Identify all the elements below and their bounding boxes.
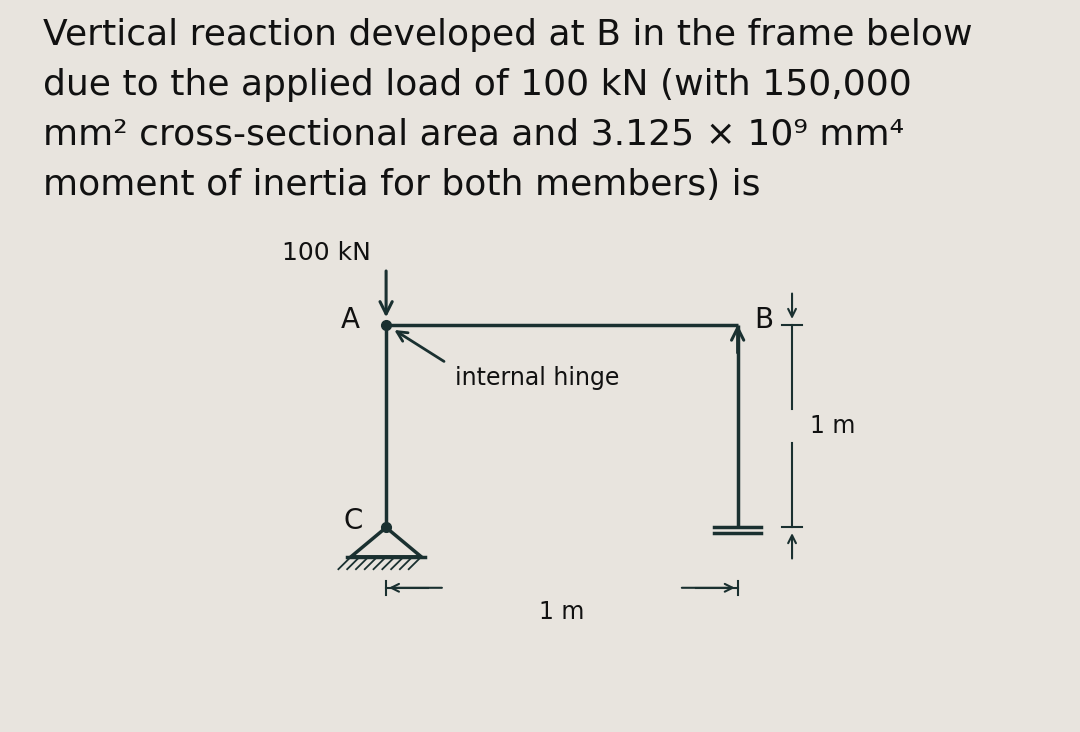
Text: B: B xyxy=(754,306,773,334)
Text: internal hinge: internal hinge xyxy=(455,366,619,389)
Text: 1 m: 1 m xyxy=(810,414,855,438)
Text: 100 kN: 100 kN xyxy=(282,242,372,266)
Text: due to the applied load of 100 kN (with 150,000: due to the applied load of 100 kN (with … xyxy=(43,68,912,102)
Text: Vertical reaction developed at B in the frame below: Vertical reaction developed at B in the … xyxy=(43,18,973,52)
Text: A: A xyxy=(340,306,360,334)
Text: mm² cross-sectional area and 3.125 × 10⁹ mm⁴: mm² cross-sectional area and 3.125 × 10⁹… xyxy=(43,118,904,152)
Text: moment of inertia for both members) is: moment of inertia for both members) is xyxy=(43,168,760,201)
Text: C: C xyxy=(343,507,363,534)
Text: 1 m: 1 m xyxy=(539,600,584,624)
